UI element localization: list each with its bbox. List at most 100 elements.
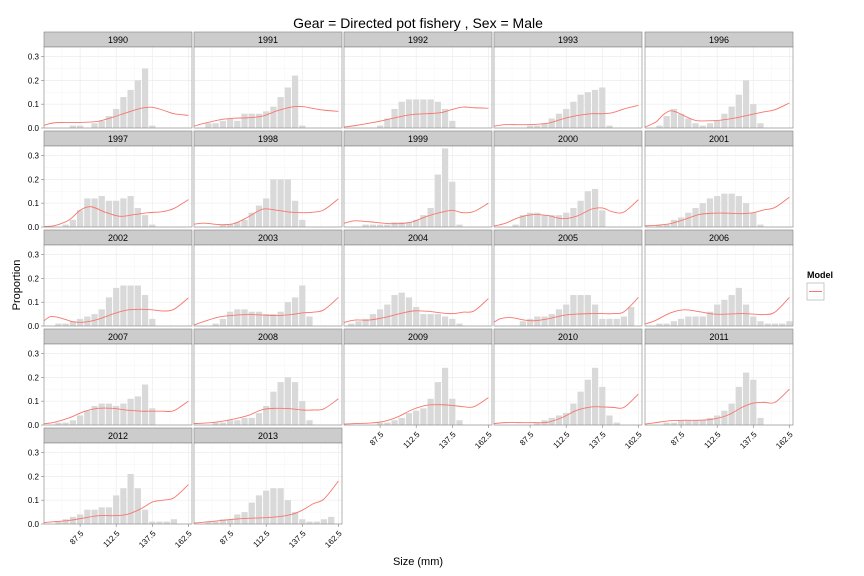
observed-bar [591, 367, 599, 425]
observed-bar [735, 287, 742, 326]
observed-bar [427, 314, 434, 326]
model-line [43, 106, 189, 126]
observed-bar [212, 323, 219, 326]
observed-bar [384, 118, 391, 128]
observed-bar [362, 318, 369, 326]
model-line [644, 102, 790, 128]
observed-bar [306, 316, 313, 326]
observed-bar [284, 179, 291, 227]
observed-bar [735, 94, 742, 128]
x-tick-label: 137.5 [137, 529, 158, 550]
observed-bar [620, 316, 628, 326]
observed-bar [519, 321, 526, 326]
observed-bar [663, 224, 670, 227]
observed-bar [263, 490, 270, 524]
facet-strip-label: 2004 [408, 233, 428, 243]
observed-bar [534, 422, 541, 425]
observed-bar [420, 314, 427, 326]
facet-strip-label: 1990 [108, 35, 128, 45]
observed-bar [127, 473, 134, 524]
observed-bar [663, 116, 670, 128]
facet-strip-label: 1993 [558, 35, 578, 45]
observed-bar [313, 521, 320, 524]
facet-panel-1990: 1990 0.0 0.1 0.2 0.3 [28, 31, 193, 133]
observed-bar [670, 108, 677, 128]
observed-bar [62, 422, 69, 425]
observed-bar [757, 123, 764, 128]
panel-border [193, 343, 343, 426]
observed-bar [570, 295, 577, 326]
observed-bar [156, 521, 163, 524]
panel-border [193, 145, 343, 228]
observed-bar [120, 198, 127, 227]
observed-bar [105, 116, 113, 128]
observed-bar [270, 488, 277, 524]
observed-bar [263, 198, 270, 227]
x-tick-label: 87.5 [218, 529, 236, 547]
observed-bar [306, 420, 313, 425]
facet-panel-2002: 2002 0.0 0.1 0.2 0.3 [28, 229, 193, 331]
facet-strip-label: 1997 [108, 134, 128, 144]
model-line [43, 199, 189, 227]
legend-title: Model [807, 270, 833, 280]
observed-bar [735, 196, 742, 227]
observed-bar [84, 198, 91, 227]
observed-bar [113, 200, 120, 227]
observed-bar [98, 196, 105, 227]
model-line [193, 398, 339, 425]
observed-bar [750, 379, 757, 425]
facet-panel-2013: 2013 87.5 112.5 137.5 162.5 [193, 427, 344, 550]
legend: Model [806, 270, 833, 301]
panel-border [493, 244, 643, 327]
observed-bar [219, 120, 226, 128]
x-tick-label: 162.5 [623, 430, 644, 451]
observed-bar [613, 422, 620, 425]
x-tick-label: 162.5 [173, 529, 194, 550]
observed-bar [584, 295, 591, 326]
observed-bar [577, 391, 584, 425]
observed-bar [413, 410, 420, 425]
observed-bar [384, 224, 391, 227]
observed-bar [670, 219, 677, 227]
observed-bar [420, 408, 427, 425]
facet-strip-label: 2012 [108, 431, 128, 441]
y-tick-label: 0.0 [28, 322, 40, 331]
panel-border [343, 46, 493, 129]
x-tick-label: 87.5 [368, 430, 386, 448]
observed-bar [398, 292, 405, 326]
model-line [193, 105, 339, 127]
observed-bar [706, 198, 714, 227]
observed-bar [742, 372, 750, 425]
observed-bar [750, 104, 757, 128]
facet-panel-2007: 2007 0.0 0.1 0.2 0.3 [28, 328, 193, 430]
observed-bar [84, 316, 91, 326]
observed-bar [134, 285, 141, 326]
observed-bar [284, 302, 291, 326]
observed-bar [427, 207, 434, 227]
observed-bar [555, 309, 563, 326]
observed-bar [376, 422, 384, 425]
observed-bar [120, 488, 127, 524]
model-line [193, 297, 339, 326]
observed-bar [226, 118, 234, 128]
observed-bar [449, 120, 456, 128]
facet-strip-label: 1996 [709, 35, 729, 45]
observed-bar [134, 207, 141, 227]
observed-bar [656, 323, 663, 326]
observed-bar [76, 514, 84, 524]
observed-bar [149, 224, 156, 227]
observed-bar [771, 323, 779, 326]
observed-bar [277, 488, 284, 524]
observed-bar [255, 205, 263, 227]
observed-bar [348, 323, 355, 326]
observed-bar [699, 420, 706, 425]
observed-bar [384, 422, 391, 425]
observed-bar [599, 318, 606, 326]
observed-bar [277, 311, 284, 326]
y-tick-label: 0.0 [28, 421, 40, 430]
y-tick-label: 0.0 [28, 124, 40, 133]
facet-strip-label: 2001 [709, 134, 729, 144]
observed-bar [456, 224, 463, 227]
observed-bar [706, 123, 714, 128]
observed-bar [591, 304, 599, 326]
